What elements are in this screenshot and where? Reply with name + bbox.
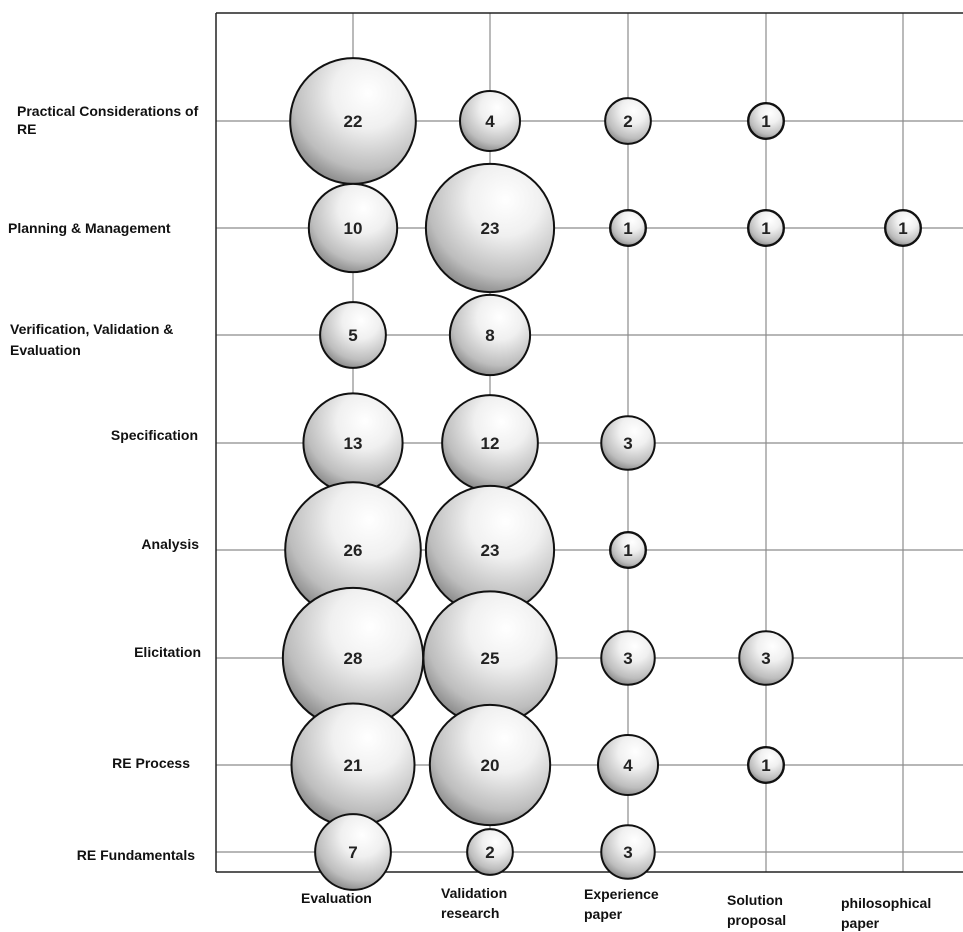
bubble-value-label: 1 bbox=[898, 219, 907, 238]
bubble-r0-c3: 1 bbox=[747, 101, 786, 140]
column-label-4: philosophical paper bbox=[841, 895, 931, 931]
bubble-value-label: 2 bbox=[485, 843, 494, 862]
bubble-r6-c3: 1 bbox=[747, 746, 786, 785]
row-label-6: RE Process bbox=[112, 755, 190, 771]
bubble-value-label: 3 bbox=[623, 434, 632, 453]
bubble-value-label: 12 bbox=[481, 434, 500, 453]
bubble-value-label: 2 bbox=[623, 112, 632, 131]
bubbles: 22 4 2 110 23 1 1 15 813 12 326 23 128 25 3 321 20 4 17 2 3 bbox=[281, 57, 923, 891]
bubble-circle bbox=[600, 415, 656, 471]
bubble-r5-c1: 25 bbox=[422, 590, 558, 726]
bubble-r3-c2: 3 bbox=[600, 415, 656, 471]
bubble-value-label: 10 bbox=[344, 219, 363, 238]
bubble-value-label: 1 bbox=[761, 219, 770, 238]
row-label-0: Practical Considerations of RE bbox=[17, 103, 199, 137]
bubble-circle bbox=[424, 162, 556, 294]
bubble-r3-c1: 12 bbox=[441, 394, 539, 492]
bubble-r2-c1: 8 bbox=[448, 293, 532, 377]
bubble-circle bbox=[600, 630, 656, 686]
bubble-r6-c0: 21 bbox=[290, 702, 416, 828]
bubble-r4-c2: 1 bbox=[609, 531, 648, 570]
bubble-value-label: 1 bbox=[623, 541, 632, 560]
bubble-circle bbox=[466, 828, 514, 876]
column-labels: Evaluation Validation research Experience pa… bbox=[301, 885, 931, 931]
bubble-circle bbox=[319, 301, 387, 369]
bubble-r6-c2: 4 bbox=[597, 734, 659, 796]
bubble-circle bbox=[604, 97, 652, 145]
bubble-circle bbox=[307, 182, 399, 274]
bubble-circle bbox=[428, 703, 552, 827]
bubble-r0-c2: 2 bbox=[604, 97, 652, 145]
bubble-r1-c0: 10 bbox=[307, 182, 399, 274]
row-label-7: RE Fundamentals bbox=[77, 847, 195, 863]
bubble-value-label: 4 bbox=[485, 112, 495, 131]
bubble-value-label: 4 bbox=[623, 756, 633, 775]
bubble-value-label: 3 bbox=[623, 649, 632, 668]
bubble-circle bbox=[738, 630, 794, 686]
bubble-r7-c2: 3 bbox=[600, 824, 656, 880]
bubble-circle bbox=[597, 734, 659, 796]
bubble-r3-c0: 13 bbox=[302, 392, 404, 494]
bubble-circle bbox=[884, 208, 923, 247]
column-label-1: Validation research bbox=[441, 885, 507, 921]
column-label-0: Evaluation bbox=[301, 890, 372, 906]
bubble-r7-c1: 2 bbox=[466, 828, 514, 876]
bubble-r1-c3: 1 bbox=[747, 208, 786, 247]
bubble-value-label: 7 bbox=[348, 843, 357, 862]
bubble-circle bbox=[747, 746, 786, 785]
row-label-5: Elicitation bbox=[134, 644, 201, 660]
bubble-r1-c4: 1 bbox=[884, 208, 923, 247]
bubble-circle bbox=[609, 531, 648, 570]
bubble-value-label: 8 bbox=[485, 326, 494, 345]
row-label-1: Planning & Management bbox=[8, 220, 171, 236]
row-label-3: Specification bbox=[111, 427, 198, 443]
row-label-2: Verification, Validation & Evaluation bbox=[10, 321, 173, 358]
bubble-value-label: 23 bbox=[481, 219, 500, 238]
bubble-circle bbox=[459, 90, 521, 152]
bubble-r6-c1: 20 bbox=[428, 703, 552, 827]
bubble-value-label: 25 bbox=[481, 649, 500, 668]
bubble-value-label: 3 bbox=[761, 649, 770, 668]
bubble-value-label: 5 bbox=[348, 326, 357, 345]
bubble-r2-c0: 5 bbox=[319, 301, 387, 369]
bubble-value-label: 1 bbox=[761, 756, 770, 775]
bubble-value-label: 13 bbox=[344, 434, 363, 453]
bubble-r0-c0: 22 bbox=[289, 57, 417, 185]
bubble-value-label: 1 bbox=[761, 112, 770, 131]
bubble-r0-c1: 4 bbox=[459, 90, 521, 152]
bubble-r1-c1: 23 bbox=[424, 162, 556, 294]
bubble-circle bbox=[609, 208, 648, 247]
bubble-value-label: 28 bbox=[344, 649, 363, 668]
bubble-circle bbox=[314, 813, 392, 891]
bubble-r5-c3: 3 bbox=[738, 630, 794, 686]
column-label-3: Solution proposal bbox=[727, 892, 786, 928]
bubble-r7-c0: 7 bbox=[314, 813, 392, 891]
bubble-r1-c2: 1 bbox=[609, 208, 648, 247]
bubble-value-label: 21 bbox=[344, 756, 363, 775]
row-labels: Practical Considerations of RE Planning & … bbox=[8, 103, 201, 863]
bubble-circle bbox=[747, 208, 786, 247]
bubble-value-label: 26 bbox=[344, 541, 363, 560]
bubble-circle bbox=[448, 293, 532, 377]
bubble-circle bbox=[747, 101, 786, 140]
row-label-4: Analysis bbox=[141, 536, 199, 552]
bubble-value-label: 3 bbox=[623, 843, 632, 862]
bubble-value-label: 23 bbox=[481, 541, 500, 560]
bubble-value-label: 1 bbox=[623, 219, 632, 238]
bubble-circle bbox=[600, 824, 656, 880]
bubble-value-label: 20 bbox=[481, 756, 500, 775]
column-label-2: Experience paper bbox=[584, 886, 659, 922]
bubble-value-label: 22 bbox=[344, 112, 363, 131]
bubble-r5-c2: 3 bbox=[600, 630, 656, 686]
